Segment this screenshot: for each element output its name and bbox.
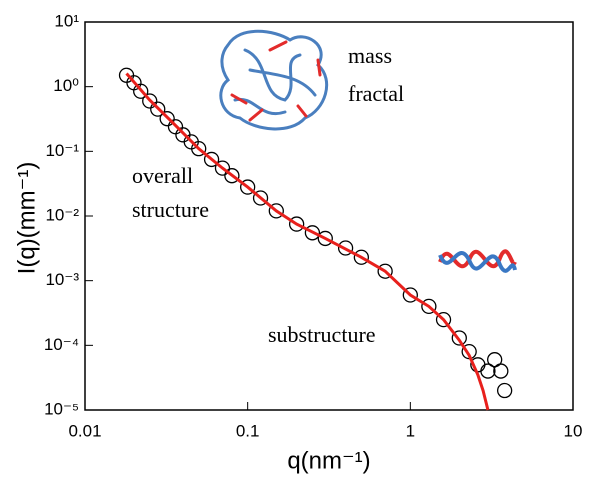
- x-tick-label: 1: [406, 421, 415, 440]
- data-point: [435, 311, 452, 328]
- y-tick-label: 10⁻⁵: [44, 399, 79, 418]
- x-axis-title: q(nm⁻¹): [287, 447, 370, 474]
- data-point: [337, 240, 354, 256]
- y-tick-label: 10⁻¹: [45, 141, 79, 160]
- data-point: [493, 363, 509, 379]
- data-point: [191, 141, 207, 157]
- annotation: fractal: [348, 81, 404, 106]
- data-point: [159, 111, 175, 127]
- fit-line: [125, 72, 490, 411]
- x-tick-label: 10: [564, 421, 583, 440]
- data-point: [142, 93, 158, 109]
- data-point: [224, 168, 240, 184]
- data-point: [240, 179, 256, 195]
- data-point: [317, 230, 333, 247]
- annotation: overall: [132, 163, 193, 188]
- y-tick-label: 10¹: [54, 11, 79, 30]
- data-point: [402, 287, 418, 303]
- annotation: mass: [348, 43, 392, 68]
- helix-icon: [438, 249, 517, 273]
- data-point: [214, 160, 231, 176]
- x-tick-label: 0.01: [68, 421, 101, 440]
- data-point: [252, 190, 269, 206]
- data-point: [451, 330, 467, 346]
- data-point: [203, 151, 220, 168]
- y-axis-title: I(q)(mm⁻¹): [13, 162, 40, 275]
- data-point: [304, 225, 321, 241]
- data-point: [421, 298, 437, 315]
- mass-fractal-icon: [219, 29, 329, 131]
- data-point: [288, 216, 305, 232]
- y-tick-label: 10⁻²: [45, 205, 79, 224]
- data-point: [496, 382, 513, 399]
- data-point: [377, 263, 393, 279]
- x-tick-label: 0.1: [236, 421, 260, 440]
- y-tick-label: 10⁻⁴: [44, 335, 79, 354]
- annotation: structure: [132, 197, 209, 222]
- data-point: [150, 101, 166, 117]
- y-tick-label: 10⁻³: [45, 270, 79, 289]
- data-point: [353, 249, 370, 265]
- data-point: [133, 83, 149, 99]
- y-tick-label: 10⁰: [53, 76, 79, 95]
- data-point: [268, 203, 284, 219]
- annotation: substructure: [268, 322, 376, 347]
- data-point: [480, 363, 496, 379]
